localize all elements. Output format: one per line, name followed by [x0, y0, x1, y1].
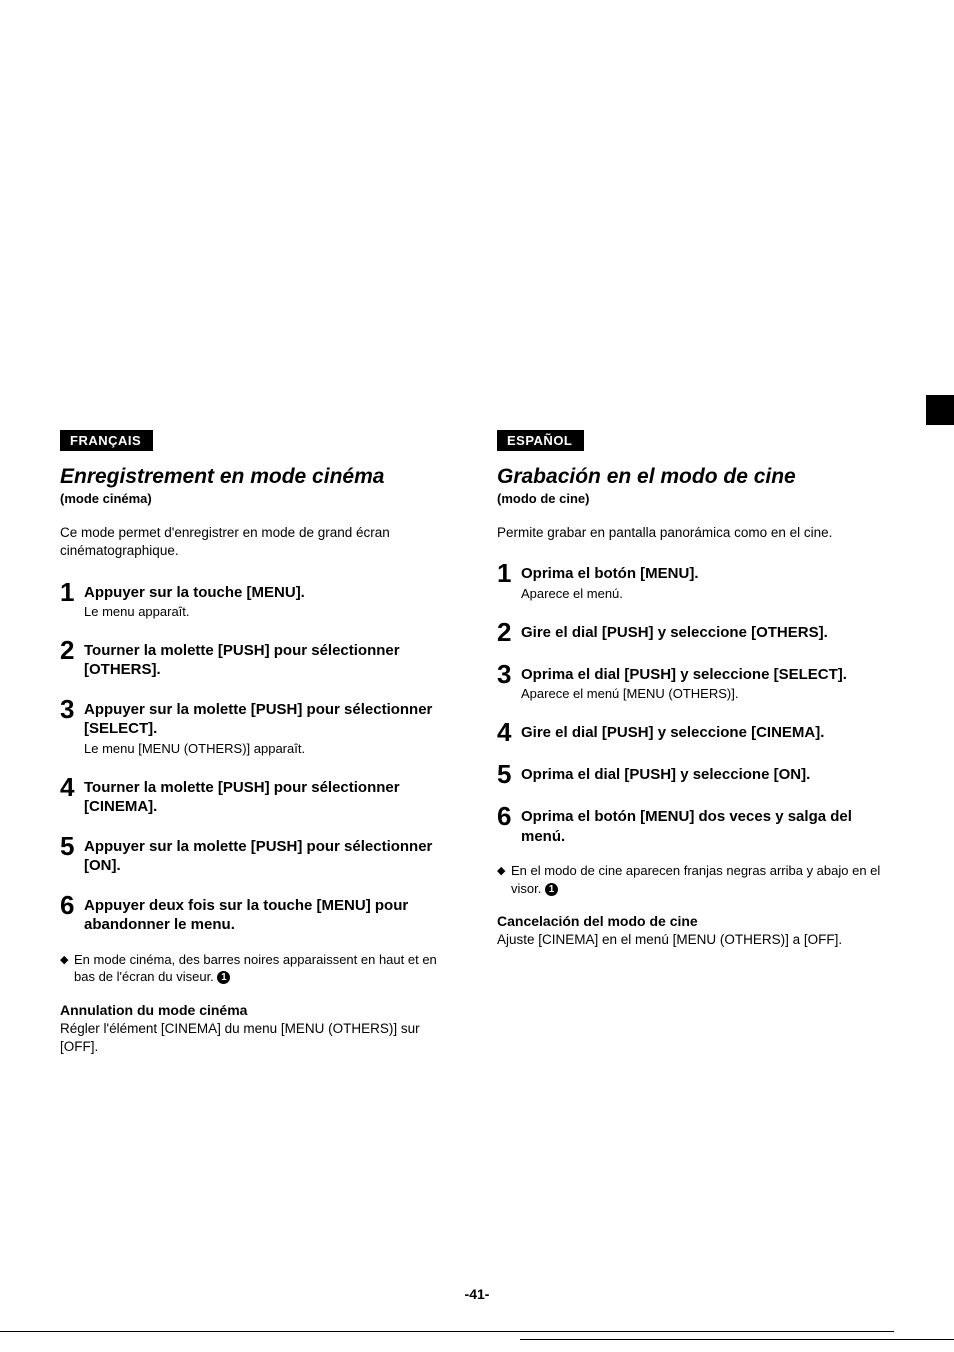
- cancel-heading: Annulation du mode cinéma: [60, 1002, 457, 1018]
- step-item: 3 Oprima el dial [PUSH] y seleccione [SE…: [497, 661, 894, 703]
- bullet-body: En mode cinéma, des barres noires appara…: [74, 952, 437, 985]
- step-body: Appuyer deux fois sur la touche [MENU] p…: [84, 892, 457, 935]
- column-french: FRANÇAIS Enregistrement en mode cinéma (…: [60, 430, 457, 1056]
- reference-number-icon: 1: [217, 971, 230, 984]
- cancel-heading: Cancelación del modo de cine: [497, 913, 894, 929]
- step-item: 2 Gire el dial [PUSH] y seleccione [OTHE…: [497, 619, 894, 645]
- step-title: Appuyer sur la touche [MENU].: [84, 583, 457, 603]
- step-number: 2: [60, 637, 84, 663]
- step-title: Oprima el botón [MENU].: [521, 564, 894, 584]
- intro-text: Ce mode permet d'enregistrer en mode de …: [60, 524, 457, 560]
- step-body: Oprima el dial [PUSH] y seleccione [ON].: [521, 761, 894, 785]
- step-body: Appuyer sur la molette [PUSH] pour sélec…: [84, 833, 457, 876]
- step-number: 6: [60, 892, 84, 918]
- diamond-bullet-icon: ◆: [497, 862, 511, 879]
- step-body: Appuyer sur la molette [PUSH] pour sélec…: [84, 696, 457, 758]
- section-subtitle: (modo de cine): [497, 491, 894, 506]
- step-item: 3 Appuyer sur la molette [PUSH] pour sél…: [60, 696, 457, 758]
- reference-number-icon: 1: [545, 883, 558, 896]
- section-subtitle: (mode cinéma): [60, 491, 457, 506]
- step-item: 2 Tourner la molette [PUSH] pour sélecti…: [60, 637, 457, 680]
- step-body: Gire el dial [PUSH] y seleccione [OTHERS…: [521, 619, 894, 643]
- step-title: Oprima el botón [MENU] dos veces y salga…: [521, 807, 894, 846]
- step-title: Gire el dial [PUSH] y seleccione [CINEMA…: [521, 723, 894, 743]
- step-item: 5 Oprima el dial [PUSH] y seleccione [ON…: [497, 761, 894, 787]
- step-note: Aparece el menú [MENU (OTHERS)].: [521, 686, 894, 703]
- step-title: Appuyer sur la molette [PUSH] pour sélec…: [84, 700, 457, 739]
- step-number: 4: [497, 719, 521, 745]
- step-item: 4 Gire el dial [PUSH] y seleccione [CINE…: [497, 719, 894, 745]
- step-number: 4: [60, 774, 84, 800]
- step-note: Aparece el menú.: [521, 586, 894, 603]
- step-body: Gire el dial [PUSH] y seleccione [CINEMA…: [521, 719, 894, 743]
- manual-page: FRANÇAIS Enregistrement en mode cinéma (…: [0, 0, 954, 1352]
- step-body: Appuyer sur la touche [MENU]. Le menu ap…: [84, 579, 457, 621]
- step-number: 3: [497, 661, 521, 687]
- step-body: Tourner la molette [PUSH] pour sélection…: [84, 637, 457, 680]
- intro-text: Permite grabar en pantalla panorámica co…: [497, 524, 894, 542]
- footer-rule: [0, 1331, 894, 1332]
- diamond-bullet-icon: ◆: [60, 951, 74, 968]
- step-list: 1 Oprima el botón [MENU]. Aparece el men…: [497, 560, 894, 846]
- step-title: Tourner la molette [PUSH] pour sélection…: [84, 778, 457, 817]
- bullet-text: En el modo de cine aparecen franjas negr…: [511, 862, 894, 897]
- step-title: Appuyer deux fois sur la touche [MENU] p…: [84, 896, 457, 935]
- step-note: Le menu apparaît.: [84, 604, 457, 621]
- step-number: 5: [60, 833, 84, 859]
- cancel-body: Régler l'élément [CINEMA] du menu [MENU …: [60, 1020, 457, 1056]
- step-body: Oprima el botón [MENU] dos veces y salga…: [521, 803, 894, 846]
- bullet-text: En mode cinéma, des barres noires appara…: [74, 951, 457, 986]
- step-item: 1 Oprima el botón [MENU]. Aparece el men…: [497, 560, 894, 602]
- step-number: 3: [60, 696, 84, 722]
- cancel-body: Ajuste [CINEMA] en el menú [MENU (OTHERS…: [497, 931, 894, 949]
- section-tab-marker: [926, 395, 954, 425]
- step-number: 1: [497, 560, 521, 586]
- section-title: Grabación en el modo de cine: [497, 465, 894, 489]
- step-number: 6: [497, 803, 521, 829]
- step-number: 2: [497, 619, 521, 645]
- step-body: Tourner la molette [PUSH] pour sélection…: [84, 774, 457, 817]
- page-number: -41-: [0, 1286, 954, 1302]
- bullet-note: ◆ En mode cinéma, des barres noires appa…: [60, 951, 457, 986]
- step-title: Tourner la molette [PUSH] pour sélection…: [84, 641, 457, 680]
- step-number: 5: [497, 761, 521, 787]
- step-number: 1: [60, 579, 84, 605]
- step-item: 5 Appuyer sur la molette [PUSH] pour sél…: [60, 833, 457, 876]
- two-column-layout: FRANÇAIS Enregistrement en mode cinéma (…: [60, 430, 894, 1056]
- step-item: 1 Appuyer sur la touche [MENU]. Le menu …: [60, 579, 457, 621]
- step-title: Oprima el dial [PUSH] y seleccione [SELE…: [521, 665, 894, 685]
- step-title: Appuyer sur la molette [PUSH] pour sélec…: [84, 837, 457, 876]
- step-note: Le menu [MENU (OTHERS)] apparaît.: [84, 741, 457, 758]
- language-tag-spanish: ESPAÑOL: [497, 430, 584, 451]
- bullet-body: En el modo de cine aparecen franjas negr…: [511, 863, 880, 896]
- step-title: Oprima el dial [PUSH] y seleccione [ON].: [521, 765, 894, 785]
- step-item: 4 Tourner la molette [PUSH] pour sélecti…: [60, 774, 457, 817]
- step-item: 6 Oprima el botón [MENU] dos veces y sal…: [497, 803, 894, 846]
- step-title: Gire el dial [PUSH] y seleccione [OTHERS…: [521, 623, 894, 643]
- step-list: 1 Appuyer sur la touche [MENU]. Le menu …: [60, 579, 457, 935]
- language-tag-french: FRANÇAIS: [60, 430, 153, 451]
- step-body: Oprima el botón [MENU]. Aparece el menú.: [521, 560, 894, 602]
- section-title: Enregistrement en mode cinéma: [60, 465, 457, 489]
- bullet-note: ◆ En el modo de cine aparecen franjas ne…: [497, 862, 894, 897]
- column-spanish: ESPAÑOL Grabación en el modo de cine (mo…: [497, 430, 894, 1056]
- step-body: Oprima el dial [PUSH] y seleccione [SELE…: [521, 661, 894, 703]
- step-item: 6 Appuyer deux fois sur la touche [MENU]…: [60, 892, 457, 935]
